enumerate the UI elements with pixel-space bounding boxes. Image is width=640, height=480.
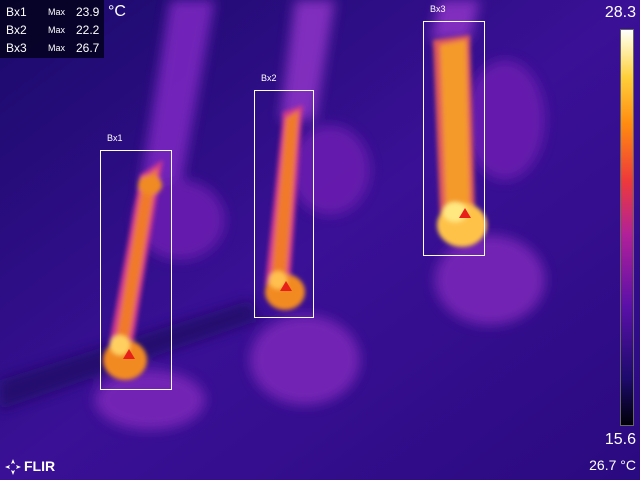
flir-logo-icon	[5, 459, 21, 475]
scale-max-value: 28.3	[604, 4, 636, 21]
box-label: Bx3	[430, 4, 446, 14]
flir-logo-text: FLIR	[24, 458, 56, 474]
status-readout: 26.7 °C	[589, 457, 636, 473]
readout-box-label: Bx3	[6, 41, 27, 55]
readout-box-label: Bx1	[6, 5, 27, 19]
scale-min-value: 15.6	[604, 431, 636, 448]
box-label: Bx1	[107, 133, 123, 143]
temperature-unit: °C	[108, 3, 126, 20]
readout-box-label: Bx2	[6, 23, 27, 37]
hotspot-marker-icon	[459, 208, 471, 218]
hotspot-marker-icon	[123, 349, 135, 359]
measurement-box-bx1[interactable]: Bx1	[100, 133, 172, 390]
readout-value: 23.9	[76, 5, 100, 19]
measurement-readout-panel: Bx1 Max 23.9 Bx2 Max 22.2 Bx3 Max 26.7	[0, 0, 104, 58]
hotspot-marker-icon	[280, 281, 292, 291]
readout-value: 26.7	[76, 41, 100, 55]
box-label: Bx2	[261, 73, 277, 83]
readout-stat-label: Max	[48, 43, 66, 53]
readout-value: 22.2	[76, 23, 100, 37]
readout-stat-label: Max	[48, 7, 66, 17]
measurement-box-bx2[interactable]: Bx2	[254, 73, 314, 318]
readout-stat-label: Max	[48, 25, 66, 35]
measurement-box-bx3[interactable]: Bx3	[423, 4, 485, 256]
color-scale-bar	[620, 29, 634, 426]
